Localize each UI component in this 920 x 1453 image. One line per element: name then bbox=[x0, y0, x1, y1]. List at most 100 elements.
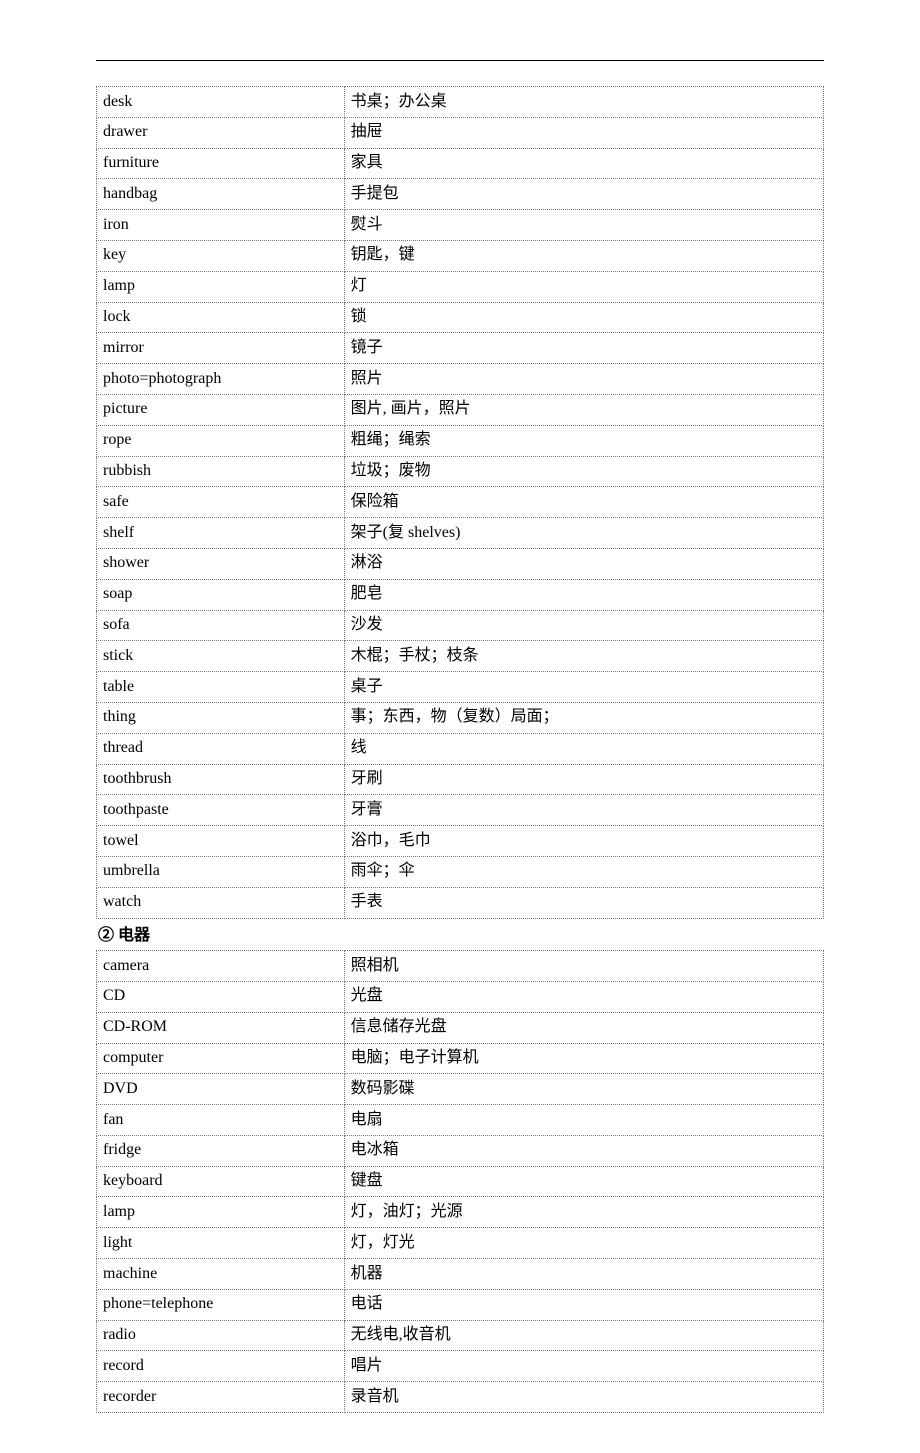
table-row: safe保险箱 bbox=[97, 487, 824, 518]
cell-english: safe bbox=[97, 487, 345, 518]
cell-english: rope bbox=[97, 425, 345, 456]
cell-chinese: 信息储存光盘 bbox=[344, 1012, 823, 1043]
cell-english: fan bbox=[97, 1105, 345, 1136]
cell-chinese: 机器 bbox=[344, 1259, 823, 1290]
table-row: key钥匙，键 bbox=[97, 240, 824, 271]
cell-chinese: 牙刷 bbox=[344, 764, 823, 795]
table-row: computer电脑；电子计算机 bbox=[97, 1043, 824, 1074]
cell-english: umbrella bbox=[97, 856, 345, 887]
cell-chinese: 家具 bbox=[344, 148, 823, 179]
cell-chinese: 事；东西，物（复数）局面； bbox=[344, 702, 823, 733]
cell-chinese: 无线电,收音机 bbox=[344, 1320, 823, 1351]
cell-english: iron bbox=[97, 210, 345, 241]
page-container: desk书桌；办公桌drawer抽屉furniture家具handbag手提包i… bbox=[0, 0, 920, 1453]
table-row: picture图片, 画片，照片 bbox=[97, 394, 824, 425]
vocab-table-1: desk书桌；办公桌drawer抽屉furniture家具handbag手提包i… bbox=[96, 86, 824, 919]
table-row: desk书桌；办公桌 bbox=[97, 87, 824, 118]
table-row: stick木棍；手杖；枝条 bbox=[97, 641, 824, 672]
table-row: towel浴巾，毛巾 bbox=[97, 826, 824, 857]
cell-english: radio bbox=[97, 1320, 345, 1351]
section-heading-electronics: ② 电器 bbox=[98, 923, 824, 949]
table-row: lock锁 bbox=[97, 302, 824, 333]
table-row: shelf架子(复 shelves) bbox=[97, 518, 824, 549]
table-row: toothbrush牙刷 bbox=[97, 764, 824, 795]
table-row: shower淋浴 bbox=[97, 548, 824, 579]
cell-english: mirror bbox=[97, 333, 345, 364]
cell-chinese: 线 bbox=[344, 733, 823, 764]
cell-chinese: 垃圾；废物 bbox=[344, 456, 823, 487]
cell-chinese: 电脑；电子计算机 bbox=[344, 1043, 823, 1074]
table-row: umbrella雨伞；伞 bbox=[97, 856, 824, 887]
cell-english: shower bbox=[97, 548, 345, 579]
cell-chinese: 淋浴 bbox=[344, 548, 823, 579]
table-row: thing事；东西，物（复数）局面； bbox=[97, 702, 824, 733]
cell-english: soap bbox=[97, 579, 345, 610]
table-row: radio无线电,收音机 bbox=[97, 1320, 824, 1351]
table-row: lamp灯 bbox=[97, 271, 824, 302]
top-divider bbox=[96, 60, 824, 61]
cell-chinese: 录音机 bbox=[344, 1382, 823, 1413]
cell-english: camera bbox=[97, 951, 345, 982]
cell-chinese: 锁 bbox=[344, 302, 823, 333]
table-row: rope粗绳；绳索 bbox=[97, 425, 824, 456]
cell-english: desk bbox=[97, 87, 345, 118]
table-row: machine机器 bbox=[97, 1259, 824, 1290]
cell-chinese: 图片, 画片，照片 bbox=[344, 394, 823, 425]
table-row: CD-ROM信息储存光盘 bbox=[97, 1012, 824, 1043]
table-row: CD光盘 bbox=[97, 981, 824, 1012]
cell-english: key bbox=[97, 240, 345, 271]
cell-english: stick bbox=[97, 641, 345, 672]
table-row: thread线 bbox=[97, 733, 824, 764]
table-row: DVD数码影碟 bbox=[97, 1074, 824, 1105]
cell-english: photo=photograph bbox=[97, 364, 345, 395]
cell-english: phone=telephone bbox=[97, 1289, 345, 1320]
table-row: sofa沙发 bbox=[97, 610, 824, 641]
cell-english: shelf bbox=[97, 518, 345, 549]
cell-chinese: 照片 bbox=[344, 364, 823, 395]
cell-english: lock bbox=[97, 302, 345, 333]
cell-chinese: 镜子 bbox=[344, 333, 823, 364]
cell-chinese: 粗绳；绳索 bbox=[344, 425, 823, 456]
table-row: furniture家具 bbox=[97, 148, 824, 179]
cell-english: rubbish bbox=[97, 456, 345, 487]
cell-english: drawer bbox=[97, 117, 345, 148]
cell-chinese: 手表 bbox=[344, 887, 823, 918]
cell-chinese: 熨斗 bbox=[344, 210, 823, 241]
cell-english: handbag bbox=[97, 179, 345, 210]
table-row: mirror镜子 bbox=[97, 333, 824, 364]
cell-english: machine bbox=[97, 1259, 345, 1290]
cell-chinese: 架子(复 shelves) bbox=[344, 518, 823, 549]
table-row: iron熨斗 bbox=[97, 210, 824, 241]
cell-chinese: 灯，灯光 bbox=[344, 1228, 823, 1259]
table-row: toothpaste牙膏 bbox=[97, 795, 824, 826]
cell-chinese: 照相机 bbox=[344, 951, 823, 982]
vocab-table-2-body: camera照相机CD光盘CD-ROM信息储存光盘computer电脑；电子计算… bbox=[97, 951, 824, 1413]
table-row: keyboard键盘 bbox=[97, 1166, 824, 1197]
table-row: lamp灯，油灯；光源 bbox=[97, 1197, 824, 1228]
cell-english: watch bbox=[97, 887, 345, 918]
cell-english: towel bbox=[97, 826, 345, 857]
cell-chinese: 数码影碟 bbox=[344, 1074, 823, 1105]
cell-english: lamp bbox=[97, 271, 345, 302]
cell-english: CD-ROM bbox=[97, 1012, 345, 1043]
cell-chinese: 牙膏 bbox=[344, 795, 823, 826]
cell-chinese: 电冰箱 bbox=[344, 1135, 823, 1166]
table-row: rubbish垃圾；废物 bbox=[97, 456, 824, 487]
cell-english: keyboard bbox=[97, 1166, 345, 1197]
cell-english: record bbox=[97, 1351, 345, 1382]
cell-chinese: 钥匙，键 bbox=[344, 240, 823, 271]
cell-english: recorder bbox=[97, 1382, 345, 1413]
table-row: table桌子 bbox=[97, 672, 824, 703]
cell-chinese: 唱片 bbox=[344, 1351, 823, 1382]
table-row: recorder录音机 bbox=[97, 1382, 824, 1413]
cell-english: furniture bbox=[97, 148, 345, 179]
cell-english: computer bbox=[97, 1043, 345, 1074]
cell-chinese: 灯 bbox=[344, 271, 823, 302]
cell-chinese: 抽屉 bbox=[344, 117, 823, 148]
cell-chinese: 键盘 bbox=[344, 1166, 823, 1197]
table-row: fridge电冰箱 bbox=[97, 1135, 824, 1166]
cell-english: lamp bbox=[97, 1197, 345, 1228]
table-row: fan电扇 bbox=[97, 1105, 824, 1136]
cell-english: toothpaste bbox=[97, 795, 345, 826]
cell-english: thread bbox=[97, 733, 345, 764]
